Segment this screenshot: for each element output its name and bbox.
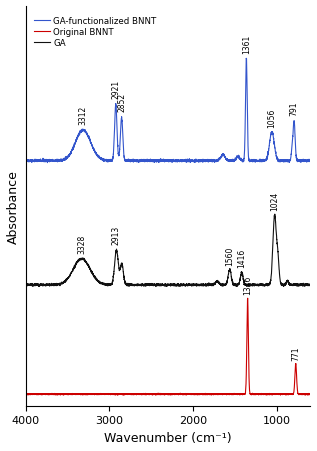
Legend: GA-functionalized BNNT, Original BNNT, GA: GA-functionalized BNNT, Original BNNT, G… (33, 15, 158, 50)
Original BNNT (171, 391, 175, 397)
Text: 1056: 1056 (268, 108, 276, 127)
GA (277, 266, 281, 271)
GA (259, 283, 263, 288)
GA-functionalized BNNT (259, 158, 263, 164)
Original BNNT (259, 391, 263, 396)
Text: 3312: 3312 (79, 106, 87, 125)
Text: 1346: 1346 (243, 275, 252, 295)
Text: 791: 791 (289, 101, 299, 116)
GA-functionalized BNNT (23, 158, 27, 164)
Original BNNT (277, 392, 281, 397)
Line: GA-functionalized BNNT: GA-functionalized BNNT (25, 59, 310, 163)
GA (273, 212, 277, 217)
GA (291, 282, 294, 288)
GA-functionalized BNNT (308, 159, 312, 164)
GA-functionalized BNNT (46, 161, 49, 166)
GA (23, 282, 27, 287)
Original BNNT (308, 391, 312, 396)
GA-functionalized BNNT (291, 138, 294, 143)
Text: 2852: 2852 (117, 93, 126, 112)
GA-functionalized BNNT (244, 56, 248, 62)
GA-functionalized BNNT (277, 158, 281, 164)
Text: 2921: 2921 (111, 80, 120, 99)
GA (192, 283, 196, 288)
Text: 1560: 1560 (225, 246, 234, 265)
Original BNNT (218, 392, 222, 397)
GA (171, 283, 175, 289)
GA-functionalized BNNT (171, 160, 175, 165)
Text: 1361: 1361 (242, 35, 251, 54)
GA-functionalized BNNT (192, 158, 196, 164)
Y-axis label: Absorbance: Absorbance (7, 170, 20, 243)
Original BNNT (23, 391, 27, 396)
GA-functionalized BNNT (218, 156, 222, 161)
Original BNNT (192, 391, 196, 396)
Text: 1024: 1024 (270, 191, 279, 211)
Line: GA: GA (25, 215, 310, 287)
GA (218, 282, 222, 287)
Text: 771: 771 (291, 345, 300, 360)
X-axis label: Wavenumber (cm⁻¹): Wavenumber (cm⁻¹) (104, 431, 232, 444)
Text: 1416: 1416 (237, 248, 246, 267)
Line: Original BNNT: Original BNNT (25, 299, 310, 395)
Text: 3328: 3328 (77, 235, 86, 254)
GA (154, 284, 158, 290)
GA (308, 282, 312, 287)
Original BNNT (303, 392, 307, 398)
Original BNNT (246, 296, 249, 301)
Text: 2913: 2913 (112, 225, 121, 244)
Original BNNT (290, 392, 294, 397)
